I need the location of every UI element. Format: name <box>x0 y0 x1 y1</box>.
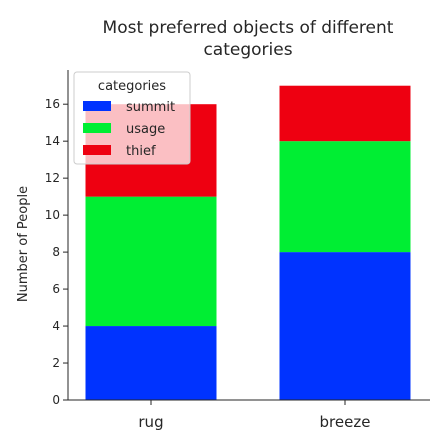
legend-swatch-usage <box>83 123 111 133</box>
chart-title-line-2: categories <box>203 40 292 60</box>
y-tick-label-12: 12 <box>45 171 60 185</box>
y-tick-label-8: 8 <box>52 245 60 259</box>
y-tick-label-6: 6 <box>52 282 60 296</box>
legend: categories summit usage thief <box>73 71 191 165</box>
x-tick-label-rug: rug <box>138 413 163 431</box>
chart-title-line-1: Most preferred objects of different <box>103 18 394 38</box>
legend-label-summit: summit <box>126 100 175 115</box>
bar-breeze-usage <box>279 141 411 253</box>
y-tick-label-16: 16 <box>45 97 60 111</box>
y-tick-label-0: 0 <box>52 393 60 407</box>
y-tick-label-2: 2 <box>52 356 60 370</box>
legend-swatch-thief <box>83 145 111 155</box>
legend-box <box>73 71 191 165</box>
legend-label-thief: thief <box>126 144 156 159</box>
x-tick-label-breeze: breeze <box>320 413 371 431</box>
y-tick-label-10: 10 <box>45 208 60 222</box>
y-tick-label-4: 4 <box>52 319 60 333</box>
bar-breeze-summit <box>279 252 411 400</box>
y-tick-label-14: 14 <box>45 134 60 148</box>
plot-area: rug breeze 0 2 4 6 8 10 12 14 16 <box>45 70 430 431</box>
y-axis-label: Number of People <box>16 186 31 302</box>
legend-swatch-summit <box>83 101 111 111</box>
bar-breeze-thief <box>279 85 411 142</box>
bar-rug-summit <box>85 326 217 400</box>
legend-title: categories <box>98 79 166 94</box>
legend-label-usage: usage <box>126 122 165 137</box>
bar-rug-usage <box>85 196 217 327</box>
